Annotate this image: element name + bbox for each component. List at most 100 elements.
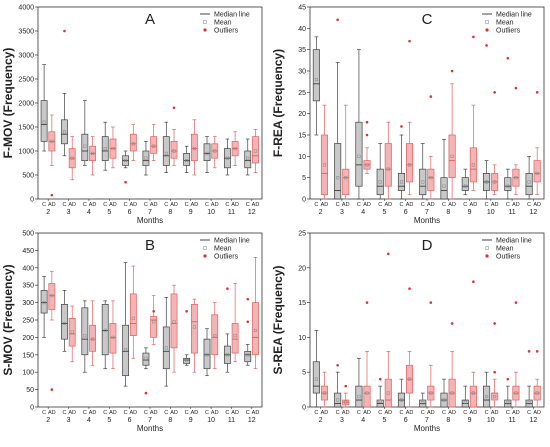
legend-median-label: Median line [214, 238, 250, 245]
group-label-c: C [164, 410, 168, 416]
outlier-ad-month-4 [365, 133, 369, 137]
y-tick-label: 0 [30, 405, 34, 412]
mean-c-month-5 [378, 399, 382, 403]
group-label-ad: AD [129, 410, 137, 416]
month-label: 3 [67, 417, 71, 424]
box-c-month-12 [525, 173, 533, 196]
box-c-month-2 [40, 290, 48, 314]
mean-c-month-8 [164, 346, 168, 350]
mean-ad-month-11 [233, 334, 237, 338]
group-label-ad: AD [448, 410, 456, 416]
group-label-c: C [62, 202, 66, 208]
group-label-ad: AD [191, 410, 199, 416]
mean-c-month-11 [506, 401, 510, 405]
y-tick-label: 2000 [18, 101, 34, 108]
outlier-ad-month-10 [493, 91, 496, 94]
group-label-c: C [357, 410, 361, 416]
outlier-ad-month-2 [50, 388, 54, 391]
panel-title: C [422, 11, 433, 28]
mean-ad-month-8 [450, 154, 454, 158]
mean-c-month-9 [463, 184, 467, 188]
y-tick-label: 35 [298, 47, 306, 54]
month-label: 7 [148, 417, 152, 424]
group-label-c: C [124, 202, 128, 208]
group-label-ad: AD [512, 202, 520, 208]
group-label-ad: AD [170, 410, 178, 416]
y-tick-label: 5 [302, 370, 306, 377]
box-c-month-12 [244, 350, 252, 363]
y-tick-label: 3000 [18, 53, 34, 60]
mean-c-month-11 [225, 353, 229, 357]
month-label: 11 [508, 417, 515, 424]
outlier-c-month-12 [527, 350, 531, 353]
box-ad-month-4 [363, 385, 371, 408]
legend-outlier-swatch [485, 254, 489, 258]
box-c-month-9 [461, 177, 469, 191]
mean-c-month-6 [124, 159, 128, 163]
mean-c-month-9 [185, 358, 189, 362]
outlier-c-month-3 [63, 29, 66, 33]
mean-ad-month-12 [535, 391, 539, 395]
month-label: 2 [46, 417, 50, 424]
y-tick-label: 100 [22, 370, 34, 377]
mean-ad-month-4 [365, 391, 369, 395]
outlier-c-month-5 [378, 377, 382, 381]
month-label: 12 [529, 209, 537, 216]
mean-c-month-6 [124, 348, 128, 352]
month-label: 9 [468, 417, 472, 424]
mean-c-month-9 [185, 159, 189, 163]
group-label-c: C [185, 202, 189, 208]
box-c-month-7 [142, 352, 150, 366]
group-label-ad: AD [491, 410, 499, 416]
mean-c-month-4 [357, 395, 361, 399]
group-label-c: C [314, 410, 318, 416]
mean-ad-month-6 [408, 163, 412, 167]
y-tick-label: 3500 [18, 29, 34, 36]
mean-c-month-9 [463, 400, 467, 404]
box-ad-month-8 [170, 293, 178, 349]
mean-ad-month-4 [365, 163, 369, 167]
group-label-c: C [124, 410, 128, 416]
month-label: 10 [207, 209, 215, 216]
month-label: 5 [107, 209, 111, 216]
mean-ad-month-11 [514, 391, 518, 395]
box-c-month-4 [81, 307, 89, 356]
month-label: 8 [446, 417, 450, 424]
group-label-ad: AD [129, 202, 137, 208]
month-label: 8 [446, 209, 450, 216]
plot-frame [37, 6, 263, 200]
group-label-c: C [399, 202, 403, 208]
group-label-ad: AD [252, 410, 260, 416]
group-label-ad: AD [68, 202, 76, 208]
mean-c-month-3 [62, 321, 67, 326]
mean-c-month-5 [103, 328, 107, 332]
y-tick-label: 20 [298, 111, 306, 118]
outlier-ad-month-8 [450, 69, 454, 73]
mean-c-month-11 [506, 184, 510, 188]
y-tick-label: 5 [302, 175, 306, 182]
group-label-c: C [83, 202, 87, 208]
outlier-ad-month-12 [535, 91, 539, 94]
mean-ad-month-4 [91, 337, 95, 341]
group-label-ad: AD [211, 202, 219, 208]
y-tick-label: 500 [22, 231, 34, 238]
box-c-month-2 [312, 49, 320, 102]
mean-c-month-10 [205, 151, 209, 155]
legend-median-label: Median line [496, 238, 532, 245]
mean-c-month-12 [246, 156, 250, 160]
mean-c-month-3 [62, 130, 67, 134]
outlier-c-month-10 [485, 44, 488, 47]
y-tick-label: 0 [302, 197, 306, 204]
legend-mean-label: Mean [214, 20, 232, 27]
y-axis-label: F-REA (Frequency) [271, 49, 285, 157]
mean-ad-month-8 [172, 149, 176, 153]
mean-c-month-3 [336, 398, 340, 402]
box-ad-month-9 [190, 303, 198, 354]
mean-ad-month-7 [429, 391, 433, 395]
group-label-ad: AD [231, 202, 239, 208]
legend-mean-swatch [203, 20, 207, 24]
y-tick-label: 15 [298, 300, 306, 307]
box-c-month-3 [61, 119, 68, 145]
